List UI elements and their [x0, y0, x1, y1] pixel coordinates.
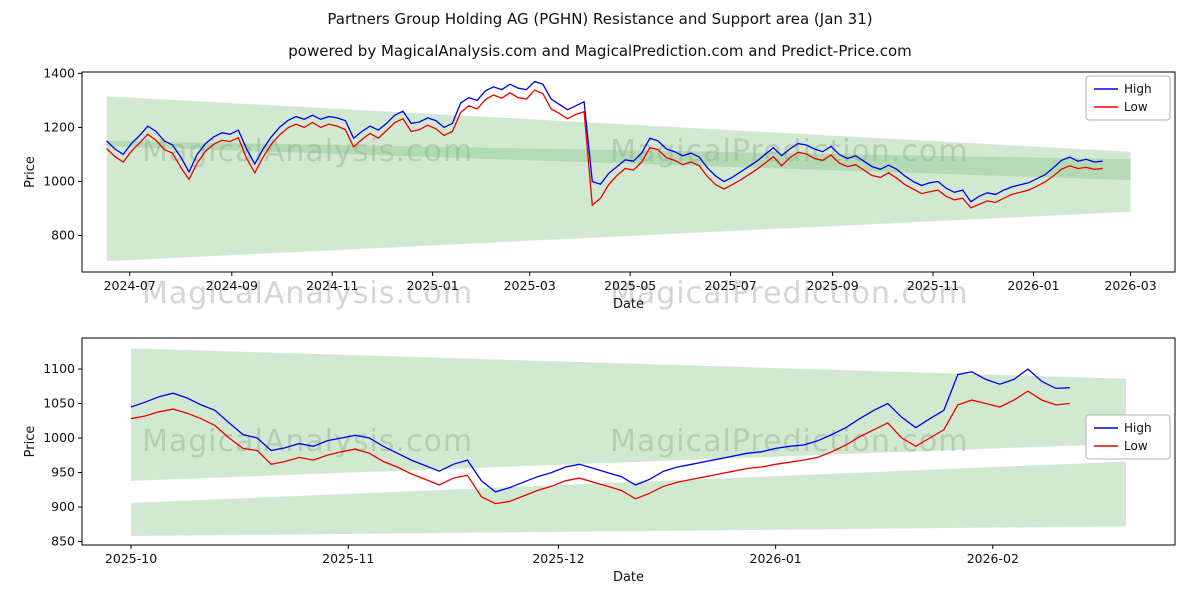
- x-tick-label: 2026-01: [750, 551, 802, 566]
- x-tick-label: 2024-11: [306, 278, 358, 293]
- high-price-line: [106, 80, 1103, 203]
- y-tick-label: 1100: [43, 361, 75, 376]
- legend-box: [1085, 75, 1171, 121]
- x-tick-label: 2025-01: [406, 278, 458, 293]
- high-price-line: [130, 368, 1070, 493]
- upper-price-chart: 2024-07 2024-09 2024-11 2025-01 2025-03 2025-…: [23, 65, 1176, 312]
- y-tick-label: 900: [51, 499, 75, 514]
- x-tick-label: 2025-03: [504, 278, 556, 293]
- y-tick-label: 1200: [43, 119, 75, 134]
- y-tick-label: 1000: [43, 430, 75, 445]
- x-tick-label: 2025-11: [907, 278, 959, 293]
- plot-border: [81, 71, 1176, 273]
- y-tick-label: 1050: [43, 396, 75, 411]
- legend-label-high: High: [1124, 82, 1152, 96]
- support-band: [106, 140, 1131, 262]
- x-tick-label: 2026-03: [1104, 278, 1156, 293]
- y-tick-label: 800: [51, 228, 75, 243]
- legend-label-low: Low: [1124, 439, 1148, 453]
- support-band: [131, 461, 1126, 537]
- x-tick-label: 2025-07: [704, 278, 756, 293]
- y-tick-label: 1400: [43, 65, 75, 80]
- x-tick-label: 2025-11: [322, 551, 374, 566]
- resistance-band: [131, 348, 1126, 481]
- x-tick-label: 2025-09: [806, 278, 858, 293]
- y-axis-label: Price: [23, 156, 38, 188]
- x-tick-label: 2026-01: [1007, 278, 1059, 293]
- y-tick-label: 950: [51, 465, 75, 480]
- lower-price-chart: 2025-10 2025-11 2025-12 2026-01 2026-02 850 90…: [23, 337, 1176, 585]
- low-price-line: [130, 390, 1070, 505]
- x-tick-label: 2025-12: [532, 551, 584, 566]
- x-axis-label: Date: [613, 570, 644, 585]
- legend-box: [1085, 414, 1171, 460]
- legend-label-low: Low: [1124, 100, 1148, 114]
- x-tick-label: 2024-07: [104, 278, 156, 293]
- chart-title: Partners Group Holding AG (PGHN) Resista…: [327, 10, 873, 28]
- x-tick-label: 2025-05: [604, 278, 656, 293]
- plot-border: [81, 337, 1176, 546]
- y-tick-label: 850: [51, 534, 75, 549]
- x-tick-label: 2026-02: [967, 551, 1019, 566]
- chart-subtitle: powered by MagicalAnalysis.com and Magic…: [288, 42, 912, 60]
- y-axis-label: Price: [23, 426, 38, 458]
- legend-label-high: High: [1124, 421, 1152, 435]
- resistance-band: [106, 96, 1131, 181]
- x-tick-label: 2025-10: [105, 551, 157, 566]
- low-price-line: [106, 89, 1103, 209]
- y-tick-label: 1000: [43, 173, 75, 188]
- x-axis-label: Date: [613, 297, 644, 312]
- x-tick-label: 2024-09: [206, 278, 258, 293]
